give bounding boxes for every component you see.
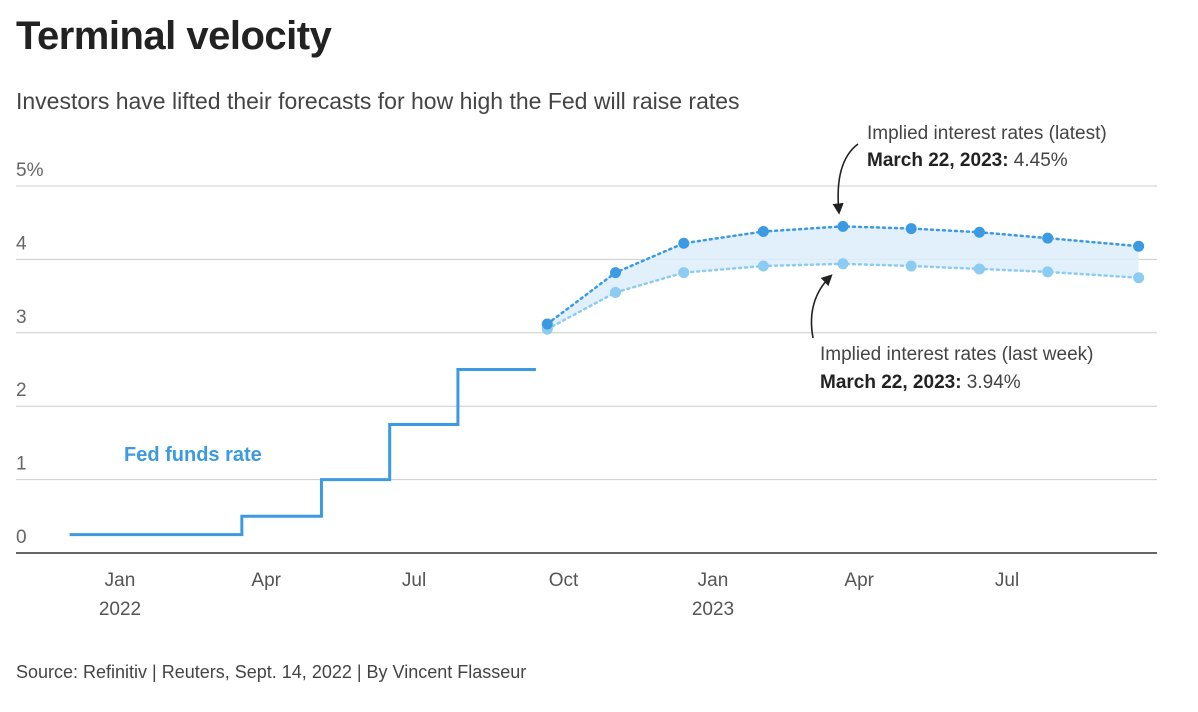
last-week-forecast-point xyxy=(1133,272,1145,284)
latest-forecast-point xyxy=(678,237,690,249)
last-week-forecast-point xyxy=(905,260,917,272)
y-tick-label: 2 xyxy=(16,380,27,401)
x-tick-label: Jul xyxy=(402,570,426,591)
latest-forecast-point xyxy=(1042,232,1054,244)
forecast-band xyxy=(547,226,1139,330)
x-tick-label: Oct xyxy=(549,570,579,591)
source-note: Source: Refinitiv | Reuters, Sept. 14, 2… xyxy=(16,662,527,682)
last-week-forecast-point xyxy=(678,267,690,279)
last-week-forecast-point xyxy=(1042,266,1054,278)
x-tick-year-label: 2022 xyxy=(99,599,141,620)
x-tick-year-label: 2023 xyxy=(692,599,734,620)
y-tick-label: 0 xyxy=(16,527,27,548)
annotation-latest-title: Implied interest rates (latest) xyxy=(867,123,1107,144)
last-week-forecast-point xyxy=(610,286,622,298)
annotation-latest-arrow xyxy=(832,143,859,215)
chart-subtitle: Investors have lifted their forecasts fo… xyxy=(16,88,740,114)
latest-forecast-point xyxy=(757,226,769,238)
last-week-forecast-point xyxy=(837,258,849,270)
x-tick-label: Apr xyxy=(844,570,874,591)
x-tick-label: Apr xyxy=(251,570,281,591)
latest-forecast-point xyxy=(610,267,622,279)
y-tick-label: 3 xyxy=(16,307,27,328)
latest-forecast-point xyxy=(973,226,985,238)
x-tick-label: Jul xyxy=(995,570,1019,591)
y-tick-label: 5% xyxy=(16,160,44,181)
annotation-last-week-value: March 22, 2023: 3.94% xyxy=(820,372,1021,393)
y-tick-label: 4 xyxy=(16,233,27,254)
x-tick-label: Jan xyxy=(698,570,729,591)
annotation-latest-value: March 22, 2023: 4.45% xyxy=(867,150,1068,171)
y-tick-label: 1 xyxy=(16,454,27,475)
fed-funds-line xyxy=(69,368,536,537)
last-week-forecast-point xyxy=(973,263,985,275)
latest-forecast-point xyxy=(837,220,849,232)
annotation-last-week-arrow xyxy=(810,274,833,339)
chart-title: Terminal velocity xyxy=(16,14,332,58)
latest-forecast-point xyxy=(905,223,917,235)
fed-funds-label: Fed funds rate xyxy=(124,444,262,466)
latest-forecast-point xyxy=(541,318,553,330)
latest-forecast-point xyxy=(1133,240,1145,252)
annotation-last-week-title: Implied interest rates (last week) xyxy=(820,344,1094,365)
last-week-forecast-point xyxy=(757,260,769,272)
x-tick-label: Jan xyxy=(105,570,136,591)
